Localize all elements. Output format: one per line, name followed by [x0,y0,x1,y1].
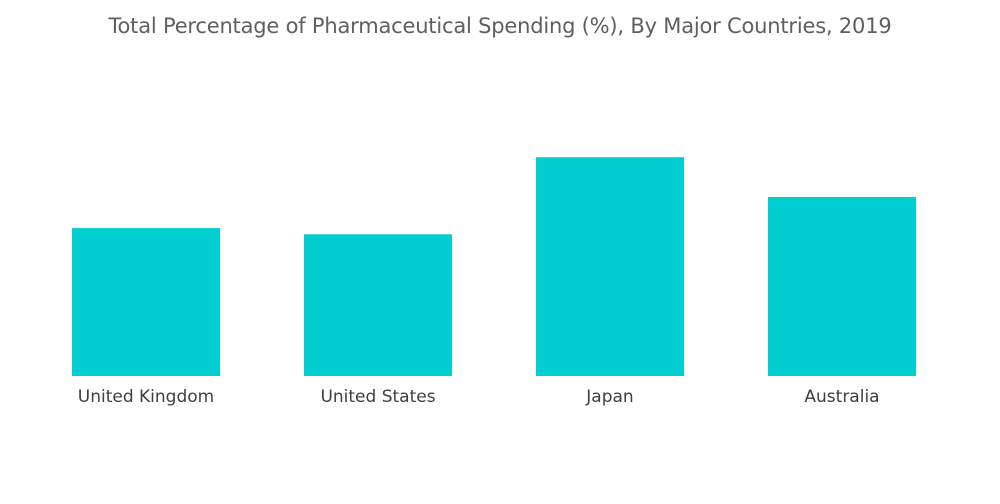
x-tick-label-united-kingdom: United Kingdom [78,387,214,407]
bar-united-kingdom [72,228,220,376]
x-tick-label-united-states: United States [320,387,435,407]
bar-australia [768,197,916,376]
x-tick-label-japan: Japan [585,387,633,407]
x-tick-labels: United Kingdom United States Japan Australi… [78,387,880,407]
bars-group [72,157,916,376]
bar-japan [536,157,684,376]
x-tick-label-australia: Australia [804,387,879,407]
chart-title: Total Percentage of Pharmaceutical Spend… [108,14,892,38]
bar-united-states [304,234,452,376]
